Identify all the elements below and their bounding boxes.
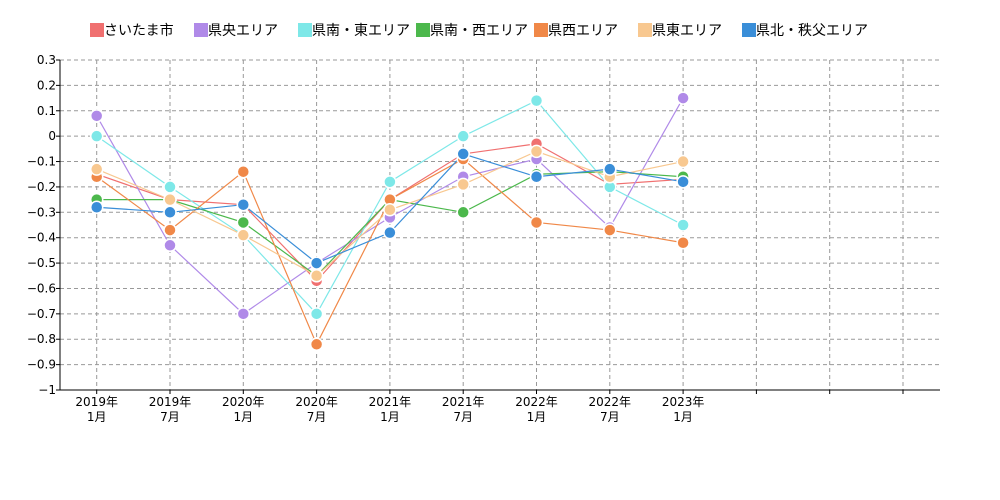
y-tick-label: 0.1 <box>37 104 56 118</box>
legend-label: さいたま市 <box>104 22 174 39</box>
y-tick-label: −0.5 <box>27 256 56 270</box>
x-tick-label: 2019年 7月 <box>149 395 192 424</box>
legend-swatch <box>742 23 756 37</box>
data-point <box>89 200 104 214</box>
legend-item: 県南・東エリア <box>298 23 410 39</box>
legend-swatch <box>298 23 312 37</box>
x-tick-label: 2022年 1月 <box>515 395 558 424</box>
data-point <box>89 109 104 123</box>
legend-item: 県央エリア <box>194 23 278 39</box>
x-tick-label: 2019年 1月 <box>75 395 118 424</box>
data-point <box>163 205 177 220</box>
legend-item: 県西エリア <box>534 23 618 39</box>
legend-swatch <box>90 23 104 37</box>
y-tick-label: −0.7 <box>27 307 56 321</box>
legend-swatch <box>534 23 548 37</box>
legend-swatch <box>194 23 208 37</box>
data-point <box>456 177 470 192</box>
x-tick-label: 2020年 1月 <box>222 395 265 424</box>
legend-label: 県央エリア <box>208 23 278 39</box>
y-tick-label: −1 <box>38 383 56 397</box>
y-tick-label: −0.4 <box>27 231 56 245</box>
data-point <box>676 175 690 189</box>
data-point <box>529 93 544 108</box>
data-point <box>309 269 324 283</box>
series-markers <box>89 147 690 270</box>
data-point <box>529 215 544 230</box>
y-tick-label: 0 <box>48 129 56 143</box>
legend-swatch <box>638 23 652 37</box>
data-point <box>89 129 104 143</box>
data-point <box>456 147 470 161</box>
legend-item: 県東エリア <box>638 23 722 39</box>
data-point <box>236 197 251 212</box>
data-point <box>383 175 397 189</box>
data-point <box>676 218 690 232</box>
legend-label: 県東エリア <box>652 23 722 39</box>
data-point <box>383 203 397 217</box>
y-tick-label: −0.3 <box>27 205 56 219</box>
x-tick-label: 2021年 7月 <box>442 395 485 424</box>
data-point <box>236 307 251 321</box>
data-point <box>236 215 251 230</box>
x-tick-label: 2023年 1月 <box>662 395 705 424</box>
data-point <box>676 236 690 250</box>
data-point <box>163 223 177 237</box>
legend: さいたま市 県央エリア 県南・東エリア 県南・西エリア 県西エリア 県東エリア 県北・秩父エ… <box>90 22 868 39</box>
data-point <box>309 256 324 270</box>
data-point <box>456 129 470 143</box>
grid <box>60 59 940 391</box>
x-tick-label: 2022年 7月 <box>589 395 632 424</box>
data-point <box>163 238 177 253</box>
legend-label: 県南・東エリア <box>312 23 410 39</box>
data-point <box>163 192 177 207</box>
legend-item: 県北・秩父エリア <box>742 23 868 39</box>
data-point <box>383 225 397 240</box>
data-point <box>529 144 544 159</box>
y-tick-label: 0.3 <box>37 53 56 67</box>
data-point <box>89 162 104 176</box>
data-point <box>676 91 690 105</box>
data-point <box>236 228 251 242</box>
data-point <box>676 154 690 169</box>
y-tick-label: −0.9 <box>27 358 56 372</box>
data-point <box>163 180 177 194</box>
y-tick-label: −0.2 <box>27 180 56 194</box>
data-point <box>309 307 324 321</box>
legend-item: さいたま市 <box>90 22 174 39</box>
data-point <box>529 170 544 184</box>
data-point <box>603 223 617 237</box>
series-group <box>89 91 690 352</box>
data-point <box>456 205 470 220</box>
x-tick-label: 2021年 1月 <box>369 395 412 424</box>
y-tick-label: −0.1 <box>27 155 56 169</box>
y-tick-label: 0.2 <box>37 78 56 92</box>
x-tick-label: 2020年 7月 <box>295 395 338 424</box>
data-point <box>603 162 617 176</box>
y-tick-label: −0.6 <box>27 281 56 295</box>
data-point <box>309 337 324 352</box>
legend-item: 県南・西エリア <box>416 23 528 39</box>
y-tick-label: −0.8 <box>27 332 56 346</box>
legend-label: 県西エリア <box>548 23 618 39</box>
legend-swatch <box>416 23 430 37</box>
legend-label: 県北・秩父エリア <box>756 23 868 39</box>
legend-label: 県南・西エリア <box>430 23 528 39</box>
data-point <box>236 164 251 179</box>
